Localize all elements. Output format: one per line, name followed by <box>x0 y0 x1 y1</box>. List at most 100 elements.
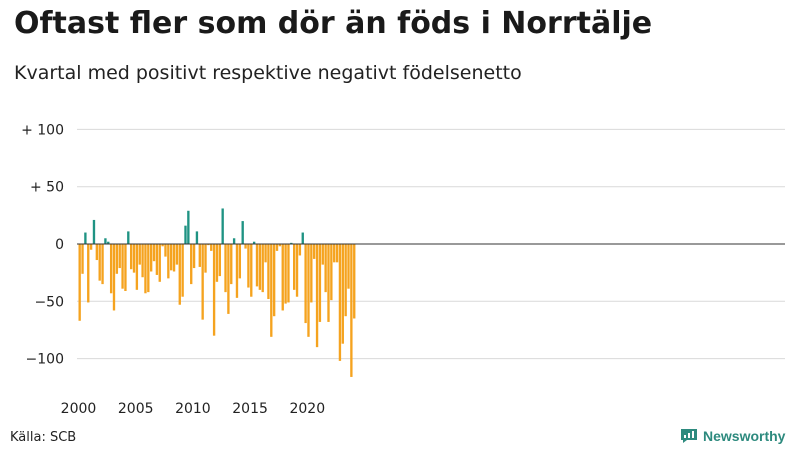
bar-2007Q4: 2007Q4: -30 <box>167 244 170 279</box>
bar-2002Q3: 2002Q3: 2 <box>107 241 110 244</box>
bar-2021Q1: 2021Q1: -68 <box>318 244 322 322</box>
bar-2003Q3: 2003Q3: -21 <box>118 244 121 269</box>
bar-2017Q1: 2017Q1: -63 <box>272 244 276 317</box>
bar-2022Q3: 2022Q3: -16 <box>335 244 339 263</box>
bar-2016Q4: 2016Q4: -81 <box>270 244 273 337</box>
x-tick-label: 2000 <box>61 401 97 417</box>
gridlines <box>77 128 785 360</box>
bar-2009Q3: 2009Q3: 29 <box>187 210 190 244</box>
bar-2010Q3: 2010Q3: -20 <box>198 244 201 267</box>
bar-2004Q3: 2004Q3: -22 <box>129 244 133 270</box>
y-tick-label: + 100 <box>21 122 64 138</box>
x-axis-labels: 2000 2005 2010 2015 2020 <box>61 401 325 417</box>
bar-2023Q2: 2023Q2: -63 <box>344 244 347 317</box>
bar-2014Q4: 2014Q4: -38 <box>247 244 250 288</box>
bar-chart: + 100 + 50 0 −50 −100 2000Q1: -672000Q2: -26… <box>21 122 785 417</box>
bar-2004Q4: 2004Q4: -25 <box>132 244 136 273</box>
bar-2019Q4: 2019Q4: -69 <box>304 244 307 324</box>
source-label: Källa: SCB <box>10 430 77 445</box>
bar-2014Q1: 2014Q1: -30 <box>238 244 242 279</box>
bar-2015Q4: 2015Q4: -40 <box>258 244 262 290</box>
bar-2008Q2: 2008Q2: -24 <box>172 244 176 272</box>
bar-2019Q3: 2019Q3: 10 <box>301 232 304 244</box>
bar-2006Q2: 2006Q2: -24 <box>150 244 153 272</box>
bar-2004Q1: 2004Q1: -41 <box>124 244 127 291</box>
bar-2008Q1: 2008Q1: -23 <box>170 244 173 271</box>
bar-2012Q2: 2012Q2: -28 <box>218 244 221 277</box>
y-tick-label: 0 <box>55 237 64 253</box>
bar-2013Q2: 2013Q2: -35 <box>230 244 233 285</box>
chart-title: Oftast fler som dör än föds i Norrtälje <box>14 6 653 41</box>
bar-2018Q4: 2018Q4: -40 <box>293 244 296 290</box>
x-tick-label: 2010 <box>175 401 211 417</box>
bar-2020Q1: 2020Q1: -81 <box>307 244 310 337</box>
bar-2016Q2: 2016Q2: -16 <box>264 244 267 263</box>
bar-2017Q3: 2017Q3: -2 <box>278 244 282 247</box>
bar-2012Q1: 2012Q1: -33 <box>215 244 219 282</box>
bar-2011Q4: 2011Q4: -80 <box>212 244 216 336</box>
bar-2007Q2: 2007Q2: -2 <box>161 244 164 247</box>
y-tick-label: −100 <box>26 352 64 368</box>
x-tick-label: 2015 <box>232 401 268 417</box>
bar-2002Q2: 2002Q2: 5 <box>104 238 107 244</box>
y-tick-label: −50 <box>34 294 64 310</box>
bar-2018Q2: 2018Q2: -51 <box>287 244 290 303</box>
bar-2015Q1: 2015Q1: -46 <box>250 244 253 297</box>
bar-2001Q3: 2001Q3: -14 <box>95 244 99 261</box>
bar-2004Q2: 2004Q2: 11 <box>127 231 130 244</box>
bar-2011Q2: 2011Q2: -1 <box>207 244 210 246</box>
newsworthy-logo-icon <box>681 429 697 443</box>
bar-2023Q1: 2023Q1: -87 <box>341 244 344 344</box>
bar-2005Q4: 2005Q4: -43 <box>144 244 147 294</box>
bar-2011Q3: 2011Q3: -6 <box>210 244 213 251</box>
bar-2016Q3: 2016Q3: -48 <box>267 244 270 300</box>
bar-2016Q1: 2016Q1: -42 <box>261 244 264 293</box>
bar-2020Q4: 2020Q4: -90 <box>315 244 319 348</box>
bar-2008Q3: 2008Q3: -18 <box>175 244 179 265</box>
bar-2006Q3: 2006Q3: -15 <box>152 244 156 262</box>
bar-2012Q3: 2012Q3: 31 <box>221 208 224 244</box>
bar-2009Q4: 2009Q4: -35 <box>190 244 193 285</box>
x-tick-label: 2020 <box>289 401 325 417</box>
bar-2021Q4: 2021Q4: -68 <box>327 244 330 322</box>
bar-2007Q3: 2007Q3: -11 <box>164 244 167 257</box>
bar-2009Q2: 2009Q2: 16 <box>184 225 187 244</box>
bar-2023Q4: 2023Q4: -116 <box>350 244 353 377</box>
bar-2022Q1: 2022Q1: -49 <box>330 244 333 301</box>
y-axis-labels: + 100 + 50 0 −50 −100 <box>21 122 64 367</box>
bars: 2000Q1: -672000Q2: -262000Q3: 102000Q4: … <box>78 208 356 377</box>
bar-2013Q1: 2013Q1: -61 <box>227 244 230 314</box>
bar-2000Q4: 2000Q4: -51 <box>87 244 90 303</box>
bar-2006Q4: 2006Q4: -27 <box>155 244 159 275</box>
bar-2000Q2: 2000Q2: -26 <box>81 244 84 274</box>
bar-2022Q4: 2022Q4: -102 <box>338 244 342 361</box>
bar-2017Q2: 2017Q2: -6 <box>275 244 279 251</box>
bar-2013Q4: 2013Q4: -47 <box>235 244 239 298</box>
bar-2005Q2: 2005Q2: -18 <box>138 244 141 265</box>
chart-subtitle: Kvartal med positivt respektive negativt… <box>14 62 522 84</box>
bar-2019Q1: 2019Q1: -46 <box>295 244 299 297</box>
bar-2003Q1: 2003Q1: -58 <box>112 244 116 311</box>
bar-2005Q1: 2005Q1: -40 <box>135 244 139 290</box>
bar-2001Q2: 2001Q2: 21 <box>92 219 96 244</box>
bar-2018Q1: 2018Q1: -52 <box>284 244 287 304</box>
bar-2018Q3: 2018Q3: 1 <box>290 242 293 244</box>
bar-2023Q3: 2023Q3: -39 <box>347 244 350 289</box>
bar-2010Q1: 2010Q1: -21 <box>192 244 196 269</box>
bar-2005Q3: 2005Q3: -29 <box>141 244 144 278</box>
bar-2024Q1: 2024Q1: -65 <box>353 244 356 319</box>
bar-2007Q1: 2007Q1: -33 <box>158 244 161 282</box>
bar-2008Q4: 2008Q4: -53 <box>178 244 181 305</box>
bar-2014Q3: 2014Q3: -4 <box>244 244 247 249</box>
brand-logo: Newsworthy <box>680 428 785 444</box>
bar-2009Q1: 2009Q1: -46 <box>181 244 184 297</box>
bar-2006Q1: 2006Q1: -42 <box>147 244 150 293</box>
bar-2015Q2: 2015Q2: 2 <box>252 241 256 244</box>
bar-2020Q2: 2020Q2: -51 <box>310 244 313 303</box>
y-tick-label: + 50 <box>30 180 64 196</box>
bar-2000Q3: 2000Q3: 10 <box>84 232 87 244</box>
bar-2002Q4: 2002Q4: -43 <box>109 244 113 294</box>
bar-2003Q2: 2003Q2: -26 <box>115 244 119 274</box>
bar-2001Q1: 2001Q1: -5 <box>89 244 93 250</box>
bar-2001Q4: 2001Q4: -32 <box>98 244 101 281</box>
